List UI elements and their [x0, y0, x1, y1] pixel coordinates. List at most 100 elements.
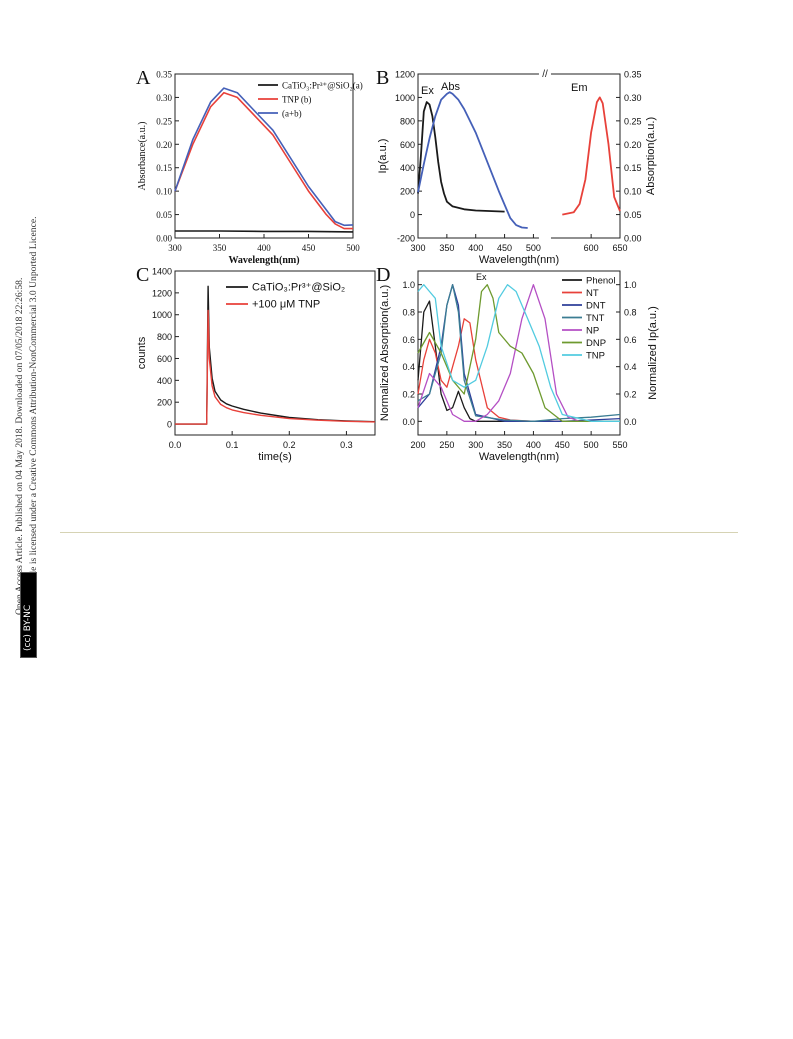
x-tick-label: 500	[584, 440, 599, 450]
y-tick-label: 400	[157, 376, 172, 386]
series-line-catio-pr-sio-a-	[175, 230, 354, 233]
legend-label: TNT	[586, 313, 605, 324]
y-right-tick-label: 0.15	[624, 163, 642, 173]
series-line-abs	[417, 91, 528, 229]
y-tick-label: 200	[400, 187, 415, 197]
series-line-dnp	[417, 284, 620, 422]
x-tick-label: 250	[439, 440, 454, 450]
y-tick-label: 0.6	[402, 335, 415, 345]
y-tick-label: 0.4	[402, 362, 415, 372]
x-tick-label: 300	[168, 243, 182, 253]
y-right-tick-label: 0.20	[624, 140, 642, 150]
y-tick-label: 400	[400, 163, 415, 173]
y-right-tick-label: 0.35	[624, 70, 642, 80]
x-tick-label: 650	[612, 243, 627, 253]
y-tick-label: 800	[157, 332, 172, 342]
y-tick-label: -200	[397, 234, 415, 244]
x-axis-label: time(s)	[258, 451, 292, 463]
y-axis-label: counts	[136, 336, 148, 369]
axis-break-bottom	[538, 234, 551, 242]
y-axis-label-right: Absorption(a.u.)	[645, 117, 657, 195]
y-tick-label: 0.15	[156, 163, 172, 173]
x-tick-label: 0.1	[226, 440, 239, 450]
y-tick-label: 0.10	[156, 187, 172, 197]
y-right-tick-label: 0.4	[624, 362, 637, 372]
panel-letter-D: D	[376, 264, 390, 286]
y-right-tick-label: 0.05	[624, 210, 642, 220]
y-right-tick-label: 0.10	[624, 187, 642, 197]
y-tick-label: 0.25	[156, 116, 172, 126]
x-axis-label: Wavelength(nm)	[479, 254, 559, 266]
y-tick-label: 0.30	[156, 93, 172, 103]
y-tick-label: 600	[400, 140, 415, 150]
x-tick-label: 350	[497, 440, 512, 450]
x-tick-label: 500	[526, 243, 541, 253]
legend-label: Phenol	[586, 276, 616, 287]
y-right-tick-label: 0.6	[624, 335, 637, 345]
y-right-tick-label: 0.2	[624, 390, 637, 400]
x-tick-label: 500	[346, 243, 360, 253]
y-tick-label: 0.8	[402, 308, 415, 318]
x-tick-label: 450	[555, 440, 570, 450]
y-tick-label: 1200	[395, 70, 415, 80]
y-tick-label: 0.05	[156, 210, 172, 220]
series-line-em	[562, 96, 621, 216]
annotation-label: Abs	[441, 81, 460, 93]
y-right-tick-label: 0.30	[624, 93, 642, 103]
annotation-label: Em	[571, 82, 588, 94]
y-tick-label: 200	[157, 398, 172, 408]
x-tick-label: 600	[584, 243, 599, 253]
series-line-tnp-b-	[174, 91, 353, 230]
x-tick-label: 450	[302, 243, 316, 253]
y-tick-label: 0.35	[156, 70, 172, 80]
legend-label: TNP	[586, 351, 605, 362]
panel-letter-B: B	[376, 67, 389, 89]
license-sidebar: Open Access Article. Published on 04 May…	[0, 0, 60, 1039]
x-tick-label: 400	[257, 243, 271, 253]
y-tick-label: 0.2	[402, 390, 415, 400]
x-tick-label: 350	[439, 243, 454, 253]
panel-c-plot-frame	[174, 270, 376, 436]
legend-label: TNP (b)	[282, 95, 311, 105]
series-line-ex	[417, 101, 505, 213]
cc-license-badge[interactable]: (cc) BY-NC	[20, 572, 37, 658]
x-tick-label: 350	[213, 243, 227, 253]
panel-letter-C: C	[136, 264, 149, 286]
annotation-label: Ex	[421, 85, 434, 97]
x-axis-label: Wavelength(nm)	[479, 451, 559, 463]
y-tick-label: 0	[410, 210, 415, 220]
y-right-tick-label: 0.25	[624, 116, 642, 126]
series-line--100-m-tnp	[175, 309, 376, 425]
y-right-tick-label: 0.00	[624, 234, 642, 244]
panel-letter-A: A	[136, 67, 151, 89]
y-right-tick-label: 0.0	[624, 417, 637, 427]
y-tick-label: 1400	[152, 267, 172, 277]
x-tick-label: 300	[468, 440, 483, 450]
x-tick-label: 0.0	[169, 440, 182, 450]
page-divider	[60, 532, 738, 533]
x-tick-label: 300	[410, 243, 425, 253]
y-axis-label-right: Normalized Ip(a.u.)	[647, 306, 659, 400]
x-tick-label: 0.3	[340, 440, 353, 450]
series-line-np	[417, 284, 620, 422]
y-tick-label: 0.20	[156, 140, 172, 150]
y-right-tick-label: 1.0	[624, 280, 637, 290]
y-tick-label: 1200	[152, 288, 172, 298]
y-right-tick-label: 0.8	[624, 308, 637, 318]
x-tick-label: 400	[526, 440, 541, 450]
legend-label: +100 μM TNP	[252, 299, 320, 311]
y-tick-label: 1000	[152, 310, 172, 320]
legend-label: CaTiO₃:Pr³⁺@SiO₂(a)	[282, 81, 363, 91]
x-tick-label: 550	[612, 440, 627, 450]
y-tick-label: 0.0	[402, 417, 415, 427]
y-axis-label-left: Ip(a.u.)	[377, 139, 389, 174]
y-tick-label: 1.0	[402, 280, 415, 290]
y-tick-label: 800	[400, 116, 415, 126]
panel-b-plot-frame	[417, 73, 621, 239]
series-line-tnp	[417, 284, 620, 422]
x-tick-label: 0.2	[283, 440, 296, 450]
series-line--a-b-	[174, 87, 354, 227]
x-axis-label: Wavelength(nm)	[228, 255, 299, 266]
y-tick-label: 1000	[395, 93, 415, 103]
legend-label: (a+b)	[282, 109, 302, 119]
